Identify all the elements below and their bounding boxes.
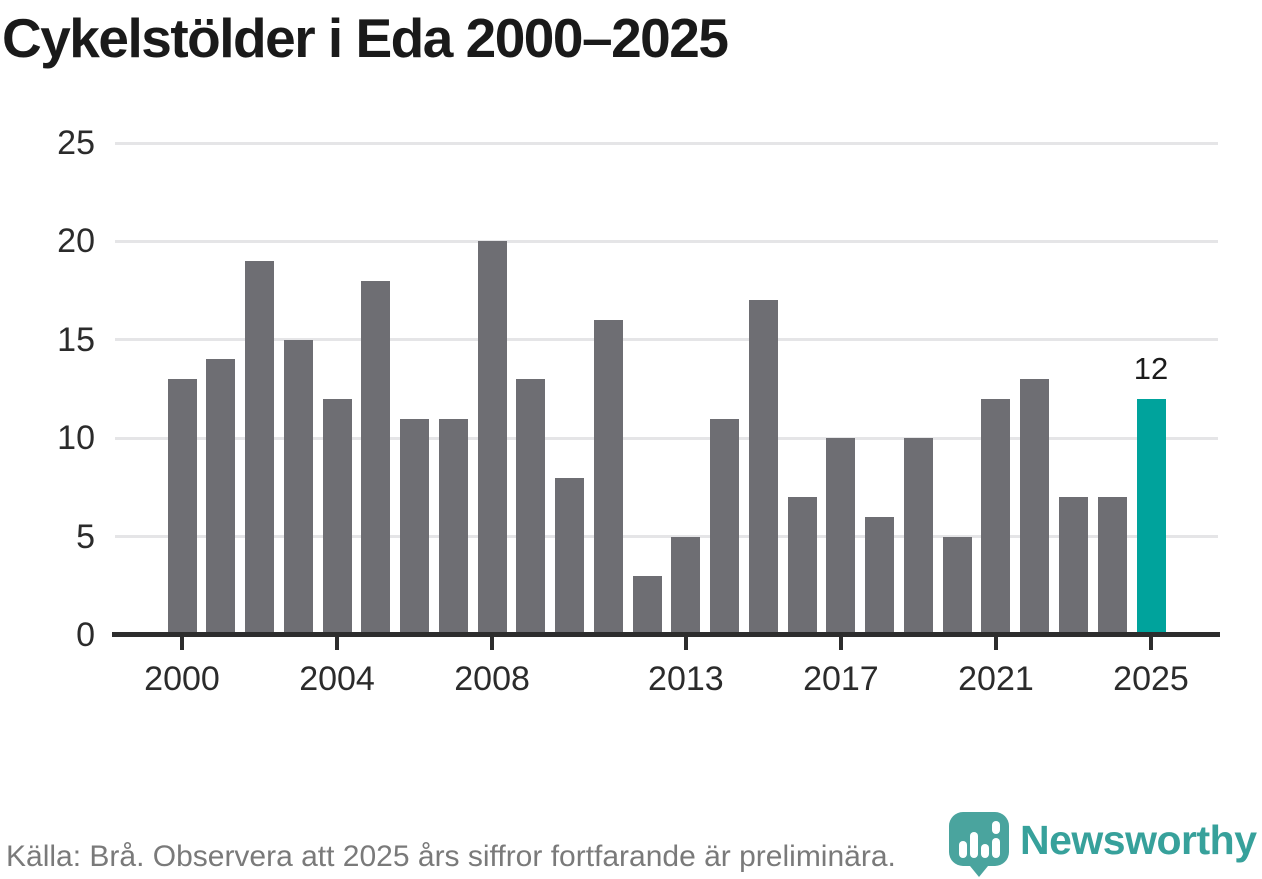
plot-area: 0 5 10 15 20 25 12 2000 2004 2008 2013 2017 2021 2025 — [57, 124, 1220, 698]
newsworthy-wordmark: Newsworthy — [1020, 817, 1257, 863]
bar-2001 — [206, 359, 236, 635]
bar-2000 — [167, 379, 197, 635]
bar-2003 — [283, 339, 313, 635]
bar-2019 — [903, 438, 933, 635]
bar-2024 — [1097, 497, 1127, 635]
x-axis-label-2025: 2025 — [1113, 660, 1189, 698]
x-axis-label-2000: 2000 — [144, 660, 220, 698]
bar-2004 — [322, 398, 352, 635]
bar-2018 — [865, 516, 895, 635]
x-axis-label-2021: 2021 — [958, 660, 1034, 698]
bar-2009 — [516, 379, 546, 635]
x-axis-label-2017: 2017 — [803, 660, 879, 698]
y-axis-label-15: 15 — [57, 320, 95, 359]
bar-2017 — [826, 438, 856, 635]
x-axis-tick-2013 — [683, 637, 688, 650]
y-axis-label-25: 25 — [57, 124, 95, 162]
bar-2016 — [787, 497, 817, 635]
y-axis-label-10: 10 — [57, 419, 95, 458]
gridline-20 — [115, 239, 1218, 243]
bar-2006 — [400, 418, 430, 635]
newsworthy-bubble-barchart-icon — [949, 812, 1009, 877]
x-axis-label-2004: 2004 — [299, 660, 375, 698]
gridline-15 — [115, 338, 1218, 342]
bar-2014 — [710, 418, 740, 635]
bar-2021 — [981, 398, 1011, 635]
bar-2025 — [1136, 398, 1166, 635]
bar-2020 — [942, 536, 972, 635]
chart-title: Cykelstölder i Eda 2000–2025 — [2, 7, 729, 69]
x-axis-tick-2017 — [838, 637, 843, 650]
bar-2015 — [748, 300, 778, 635]
gridline-5 — [115, 535, 1218, 539]
x-axis-tick-2008 — [490, 637, 495, 650]
x-axis-label-2013: 2013 — [648, 660, 724, 698]
bar-2013 — [671, 536, 701, 635]
x-axis-tick-2004 — [335, 637, 340, 650]
bar-2005 — [361, 280, 391, 635]
bar-2023 — [1058, 497, 1088, 635]
x-axis-tick-2000 — [180, 637, 184, 650]
x-axis-tick-2021 — [993, 637, 998, 650]
bar-2012 — [632, 575, 662, 635]
bar-2008 — [477, 241, 507, 635]
bar-2022 — [1020, 379, 1050, 635]
bar-2010 — [555, 477, 585, 635]
bar-2007 — [438, 418, 468, 635]
x-axis-tick-2025 — [1149, 637, 1153, 650]
highlight-value-label: 12 — [1133, 350, 1169, 386]
y-axis-label-20: 20 — [57, 222, 95, 261]
source-note: Källa: Brå. Observera att 2025 års siffr… — [6, 840, 896, 873]
y-axis-label-0: 0 — [76, 616, 95, 654]
gridline-25 — [115, 141, 1218, 145]
newsworthy-logo: Newsworthy — [947, 811, 1257, 877]
bar-2011 — [593, 320, 623, 635]
bar-2002 — [245, 261, 275, 635]
x-axis-label-2008: 2008 — [454, 660, 530, 698]
y-axis-label-5: 5 — [76, 517, 95, 556]
x-axis-line — [112, 632, 1220, 637]
gridline-10 — [115, 436, 1218, 440]
